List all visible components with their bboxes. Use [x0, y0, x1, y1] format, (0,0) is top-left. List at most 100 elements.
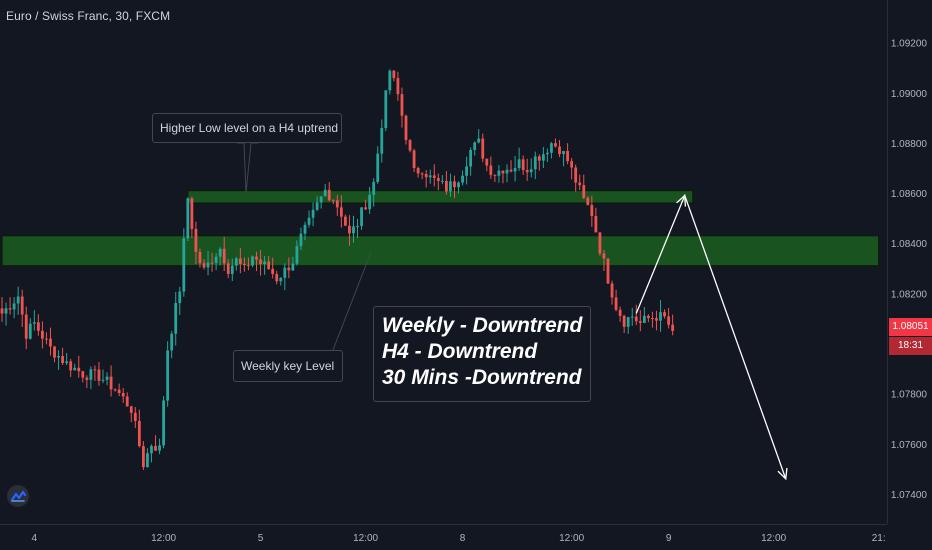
- candle-body: [618, 309, 622, 316]
- candle-body: [97, 369, 101, 381]
- candle-body: [170, 333, 174, 351]
- candle-body: [344, 216, 347, 226]
- candle-body: [166, 350, 170, 401]
- higher-low-zone: [187, 189, 694, 204]
- candle-body: [590, 205, 594, 217]
- candle-body: [335, 200, 339, 208]
- candle-body: [428, 175, 432, 178]
- candle-body: [667, 316, 670, 325]
- higher-low-label[interactable]: Higher Low level on a H4 uptrend: [152, 113, 342, 143]
- candle-body: [420, 173, 424, 175]
- candle-body: [259, 259, 262, 265]
- candle-body: [121, 392, 125, 397]
- candle-body: [659, 312, 662, 321]
- price-tick-label: 1.08200: [891, 289, 928, 300]
- candle-body: [41, 330, 44, 339]
- trend-summary-box[interactable]: Weekly - Downtrend H4 - Downtrend 30 Min…: [373, 306, 591, 402]
- candle-body: [32, 322, 36, 324]
- candle-body: [384, 90, 388, 128]
- candle-body: [501, 170, 505, 174]
- candle-body: [287, 267, 291, 271]
- trend-30m: 30 Mins -Downtrend: [382, 366, 582, 389]
- candle-body: [598, 232, 602, 254]
- candle-body: [73, 367, 77, 371]
- weekly-key-pointer: [332, 251, 372, 351]
- price-tick-label: 1.09200: [891, 39, 928, 50]
- candle-body: [57, 356, 60, 358]
- candle-body: [525, 170, 529, 173]
- candle-body: [28, 323, 32, 339]
- candle-body: [45, 338, 48, 340]
- candle-body: [206, 262, 210, 268]
- candle-body: [570, 161, 574, 168]
- candle-body: [440, 180, 444, 182]
- trend-weekly: Weekly - Downtrend: [382, 314, 583, 337]
- chart-title: Euro / Swiss Franc, 30, FXCM: [6, 9, 171, 23]
- candle-body: [509, 169, 513, 172]
- candle-body: [513, 168, 517, 172]
- axis-corner: [887, 524, 932, 550]
- candle-body: [424, 173, 428, 178]
- candle-body: [174, 303, 178, 334]
- price-axis[interactable]: [887, 0, 932, 524]
- projection-arrowhead-down: [777, 467, 788, 481]
- candle-body: [263, 261, 266, 265]
- candle-body: [469, 149, 473, 167]
- candle-body: [457, 182, 460, 188]
- candle-body: [630, 316, 634, 318]
- candle-body: [243, 263, 246, 266]
- candle-body: [606, 258, 610, 284]
- higher-low-text: Higher Low level on a H4 uptrend: [160, 121, 339, 135]
- candle-body: [449, 181, 452, 192]
- candle-body: [634, 316, 638, 322]
- price-tick-label: 1.07600: [891, 440, 928, 451]
- candle-body: [279, 277, 283, 282]
- candle-body: [230, 265, 234, 274]
- weekly-key-zone: [1, 235, 880, 267]
- price-tick-label: 1.08800: [891, 139, 928, 150]
- candle-body: [178, 291, 182, 304]
- candle-body: [647, 315, 650, 319]
- candle-body: [416, 168, 420, 174]
- candle-body: [404, 115, 408, 141]
- candle-body: [49, 338, 52, 347]
- candle-body: [93, 369, 97, 371]
- candle-body: [380, 127, 384, 154]
- candle-body: [400, 94, 404, 116]
- candle-body: [247, 265, 250, 267]
- candle-body: [356, 226, 359, 228]
- candle-body: [307, 217, 311, 225]
- weekly-key-label[interactable]: Weekly key Level: [233, 350, 343, 382]
- candle-body: [578, 182, 582, 186]
- candle-body: [663, 312, 666, 317]
- candle-body: [0, 308, 4, 314]
- candle-body: [20, 296, 24, 315]
- candle-body: [226, 263, 230, 274]
- candle-body: [497, 170, 501, 176]
- candle-body: [4, 308, 8, 314]
- projection-arrowhead-up: [676, 194, 687, 207]
- time-tick-label: 21:: [872, 533, 886, 544]
- time-tick-label: 12:00: [151, 533, 176, 544]
- candle-body: [275, 274, 279, 282]
- candle-body: [291, 263, 295, 271]
- candle-body: [210, 262, 214, 264]
- candle-body: [392, 70, 396, 79]
- candle-body: [550, 143, 553, 153]
- price-tick-label: 1.08400: [891, 239, 928, 250]
- candle-body: [348, 225, 351, 234]
- time-axis[interactable]: [0, 524, 887, 550]
- candle-body: [137, 420, 141, 447]
- candle-body: [234, 258, 238, 266]
- candle-body: [154, 445, 157, 451]
- candle-body: [315, 202, 319, 210]
- candle-body: [186, 198, 190, 239]
- candle-body: [529, 169, 533, 173]
- candle-body: [101, 379, 105, 381]
- candle-body: [493, 174, 497, 176]
- candle-body: [194, 228, 198, 252]
- candle-body: [485, 158, 489, 166]
- tradingview-logo-icon[interactable]: [7, 485, 29, 507]
